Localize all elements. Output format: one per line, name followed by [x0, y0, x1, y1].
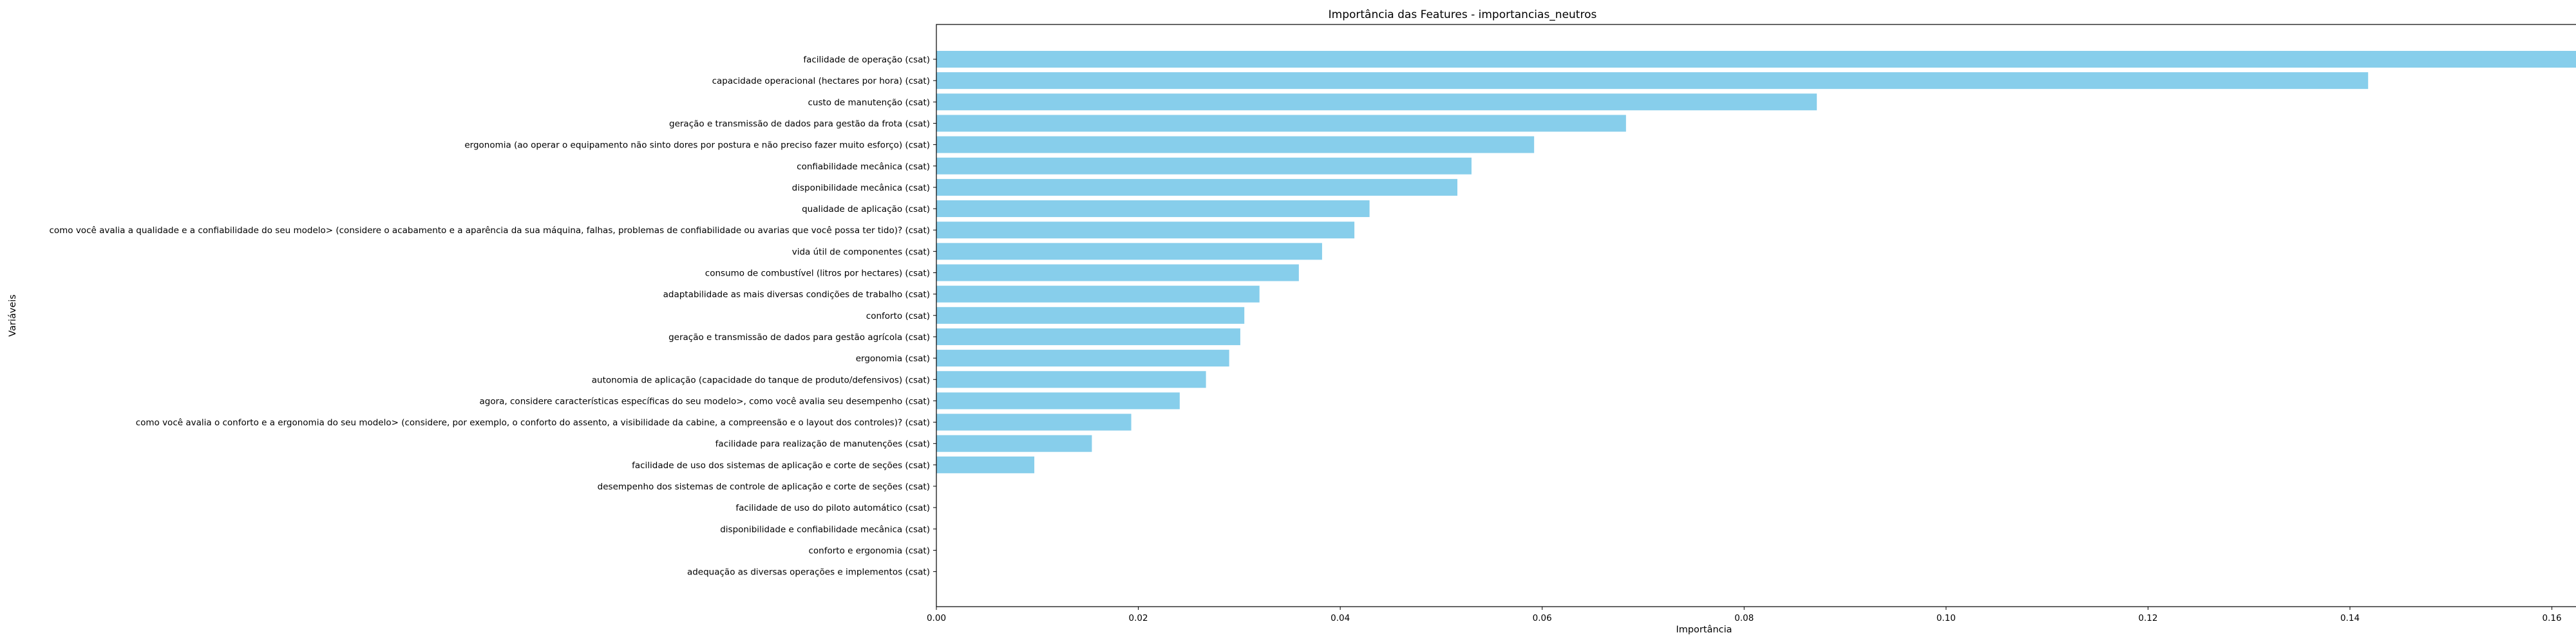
y-tick-label: confiabilidade mecânica (csat) — [797, 162, 930, 172]
y-tick-label: como você avalia a qualidade e a confiab… — [49, 225, 930, 236]
bar — [936, 178, 1458, 196]
y-tick-label: conforto (csat) — [866, 311, 930, 321]
y-tick-label: ergonomia (csat) — [856, 354, 930, 364]
y-tick-label: como você avalia o conforto e a ergonomi… — [136, 418, 930, 428]
bar — [936, 328, 1240, 345]
y-tick-label: consumo de combustível (litros por hecta… — [705, 269, 930, 279]
bar — [936, 456, 1035, 473]
y-tick-label: facilidade para realização de manutençõe… — [715, 439, 930, 450]
chart-title: Importância das Features - importancias_… — [1329, 8, 1597, 21]
y-tick-label: custo de manutenção (csat) — [808, 97, 930, 108]
y-tick-group: facilidade de operação (csat) capacidade … — [49, 55, 936, 578]
bar — [936, 93, 1817, 111]
x-tick-label: 0.06 — [1533, 613, 1552, 623]
x-tick-label: 0.02 — [1129, 613, 1148, 623]
x-tick-label: 0.08 — [1734, 613, 1754, 623]
y-tick-label: qualidade de aplicação (csat) — [802, 204, 930, 214]
plot-frame — [936, 24, 2576, 607]
y-tick-label: desempenho dos sistemas de controle de a… — [598, 482, 930, 492]
bar — [936, 136, 1535, 153]
bar — [936, 392, 1180, 410]
y-tick-label: geração e transmissão de dados para gest… — [668, 332, 930, 343]
bar — [936, 371, 1206, 388]
bar — [936, 350, 1229, 367]
y-tick-label: ergonomia (ao operar o equipamento não s… — [464, 140, 930, 151]
y-tick-label: agora, considere características específ… — [480, 396, 931, 406]
x-tick-label: 0.16 — [2543, 613, 2562, 623]
y-tick-label: facilidade de uso do piloto automático (… — [735, 503, 930, 513]
bar — [936, 115, 1626, 132]
y-axis-label: Variáveis — [8, 294, 18, 337]
bar — [936, 264, 1299, 281]
y-tick-label: geração e transmissão de dados para gest… — [669, 118, 930, 129]
bar — [936, 200, 1370, 218]
bar — [936, 51, 2576, 68]
y-tick-label: adequação as diversas operações e implem… — [687, 567, 930, 578]
y-tick-label: disponibilidade e confiabilidade mecânic… — [720, 524, 930, 535]
bar — [936, 222, 1355, 239]
y-tick-label: vida útil de componentes (csat) — [792, 247, 930, 257]
bars-group — [936, 51, 2576, 473]
y-tick-label: adaptabilidade as mais diversas condiçõe… — [663, 290, 930, 300]
bar — [936, 72, 2369, 90]
bar — [936, 285, 1260, 303]
x-tick-label: 0.14 — [2340, 613, 2360, 623]
bar — [936, 243, 1322, 260]
y-tick-label: facilidade de operação (csat) — [803, 55, 930, 65]
y-tick-label: autonomia de aplicação (capacidade do ta… — [592, 375, 930, 385]
x-tick-label: 0.04 — [1331, 613, 1350, 623]
x-axis-label: Importância — [1676, 625, 1732, 635]
x-tick-label: 0.00 — [927, 613, 946, 623]
bar — [936, 307, 1245, 324]
x-tick-group: 0.00 0.02 0.04 0.06 0.08 0.10 0.12 0.14 0.16 — [927, 607, 2562, 623]
bar — [936, 157, 1472, 175]
y-tick-label: capacidade operacional (hectares por hor… — [712, 76, 930, 86]
y-tick-label: conforto e ergonomia (csat) — [808, 545, 930, 556]
bar — [936, 435, 1092, 452]
x-tick-label: 0.12 — [2138, 613, 2157, 623]
x-tick-label: 0.10 — [1937, 613, 1956, 623]
y-tick-label: disponibilidade mecânica (csat) — [792, 183, 930, 193]
bar — [936, 413, 1132, 431]
y-tick-label: facilidade de uso dos sistemas de aplica… — [632, 460, 930, 471]
